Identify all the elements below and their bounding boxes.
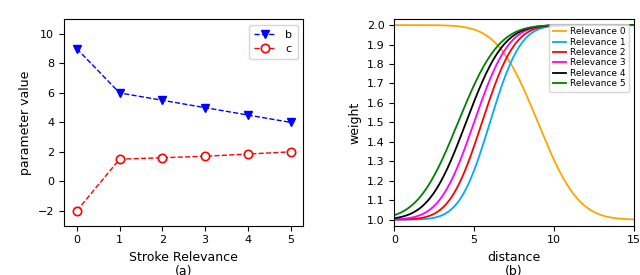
b bbox=[159, 99, 166, 102]
Relevance 3 bbox=[403, 217, 410, 220]
b bbox=[287, 121, 294, 124]
Relevance 2 bbox=[500, 61, 508, 64]
Relevance 0 bbox=[500, 52, 508, 55]
Relevance 0 bbox=[623, 218, 630, 221]
Relevance 4 bbox=[403, 214, 410, 217]
Relevance 0 bbox=[403, 23, 410, 27]
Relevance 0 bbox=[623, 218, 630, 221]
Legend: Relevance 0, Relevance 1, Relevance 2, Relevance 3, Relevance 4, Relevance 5: Relevance 0, Relevance 1, Relevance 2, R… bbox=[549, 24, 629, 92]
c bbox=[73, 209, 81, 212]
X-axis label: Stroke Relevance: Stroke Relevance bbox=[129, 251, 238, 264]
X-axis label: distance: distance bbox=[487, 251, 541, 264]
c bbox=[201, 155, 209, 158]
Relevance 3 bbox=[500, 49, 508, 53]
b bbox=[201, 106, 209, 109]
Relevance 3 bbox=[507, 41, 515, 44]
Legend: b, c: b, c bbox=[248, 25, 298, 59]
b bbox=[116, 91, 124, 95]
Relevance 2 bbox=[623, 23, 630, 27]
Line: Relevance 5: Relevance 5 bbox=[394, 25, 634, 215]
Relevance 3 bbox=[579, 23, 586, 27]
Title: (a): (a) bbox=[175, 265, 193, 275]
Relevance 1 bbox=[623, 23, 630, 27]
Relevance 1 bbox=[623, 23, 630, 27]
Relevance 5 bbox=[500, 38, 508, 41]
Relevance 0 bbox=[630, 218, 637, 221]
Relevance 2 bbox=[390, 218, 398, 221]
Relevance 2 bbox=[630, 23, 637, 27]
Relevance 1 bbox=[630, 23, 637, 27]
Line: c: c bbox=[73, 148, 294, 215]
Y-axis label: parameter value: parameter value bbox=[19, 70, 32, 175]
Relevance 1 bbox=[403, 218, 410, 221]
Relevance 5 bbox=[579, 23, 586, 27]
Line: b: b bbox=[73, 45, 294, 127]
Relevance 2 bbox=[579, 23, 586, 27]
b bbox=[244, 113, 252, 117]
Relevance 2 bbox=[507, 49, 515, 52]
Relevance 5 bbox=[623, 23, 630, 27]
Relevance 2 bbox=[403, 218, 410, 221]
Relevance 5 bbox=[623, 23, 630, 27]
Relevance 1 bbox=[579, 23, 586, 27]
Relevance 3 bbox=[630, 23, 637, 27]
c bbox=[287, 150, 294, 153]
Relevance 5 bbox=[403, 208, 410, 211]
Relevance 5 bbox=[390, 214, 398, 217]
Relevance 4 bbox=[623, 23, 630, 27]
Relevance 5 bbox=[630, 23, 637, 27]
Relevance 2 bbox=[623, 23, 630, 27]
Line: Relevance 3: Relevance 3 bbox=[394, 25, 634, 219]
Relevance 4 bbox=[630, 23, 637, 27]
Relevance 4 bbox=[507, 36, 515, 40]
Line: Relevance 1: Relevance 1 bbox=[394, 25, 634, 220]
b bbox=[73, 47, 81, 50]
Relevance 4 bbox=[500, 42, 508, 46]
Line: Relevance 0: Relevance 0 bbox=[394, 25, 634, 219]
Line: Relevance 4: Relevance 4 bbox=[394, 25, 634, 218]
Line: Relevance 2: Relevance 2 bbox=[394, 25, 634, 220]
Y-axis label: weight: weight bbox=[348, 101, 361, 144]
Relevance 3 bbox=[390, 218, 398, 221]
Relevance 0 bbox=[579, 202, 586, 206]
Relevance 1 bbox=[390, 218, 398, 221]
Relevance 4 bbox=[390, 216, 398, 220]
c bbox=[116, 158, 124, 161]
Relevance 0 bbox=[507, 62, 515, 65]
Relevance 4 bbox=[623, 23, 630, 27]
Relevance 1 bbox=[507, 61, 515, 65]
Relevance 3 bbox=[623, 23, 630, 27]
Relevance 4 bbox=[579, 23, 586, 27]
Relevance 3 bbox=[623, 23, 630, 27]
Relevance 1 bbox=[500, 77, 508, 80]
Title: (b): (b) bbox=[505, 265, 523, 275]
c bbox=[159, 156, 166, 160]
Relevance 0 bbox=[390, 23, 398, 27]
c bbox=[244, 152, 252, 156]
Relevance 5 bbox=[507, 33, 515, 36]
